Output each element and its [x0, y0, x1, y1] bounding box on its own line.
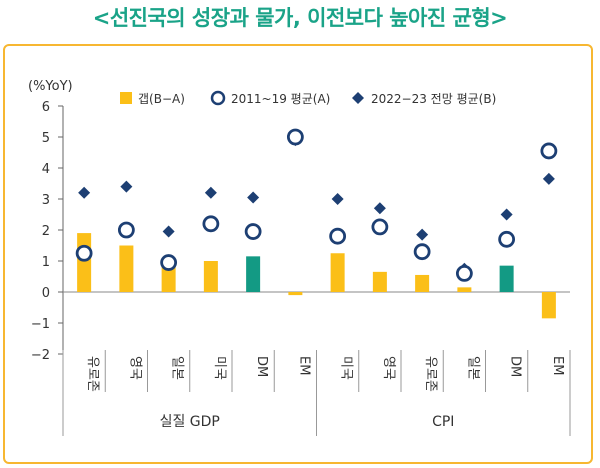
marker-forecast: [373, 202, 386, 215]
marker-forecast: [204, 186, 217, 199]
category-label: 영국: [381, 356, 396, 380]
category-label: 미국: [339, 356, 354, 380]
bar-gap: [203, 261, 218, 292]
marker-forecast: [247, 191, 260, 204]
legend-swatch-gap: [120, 92, 132, 104]
group-label: CPI: [432, 414, 454, 430]
marker-forecast: [120, 180, 133, 193]
bar-gap: [246, 256, 261, 292]
bar-gap: [330, 253, 345, 292]
group-label: 실질 GDP: [160, 414, 220, 430]
y-tick-label: 1: [42, 255, 50, 270]
legend-marker-avg: [210, 90, 226, 106]
marker-forecast: [162, 225, 175, 238]
marker-forecast: [542, 172, 555, 185]
y-axis-label: (%YoY): [28, 79, 73, 94]
bar-gap: [415, 274, 430, 292]
marker-forecast: [416, 228, 429, 241]
marker-average: [117, 221, 135, 239]
marker-average: [371, 218, 389, 236]
marker-average: [160, 254, 178, 271]
bar-gap: [119, 245, 134, 292]
legend-label-avg: 2011~19 평균(A): [231, 92, 330, 106]
category-label: 일본: [170, 356, 185, 380]
bar-gap: [541, 292, 556, 319]
category-label: EM: [550, 356, 565, 375]
marker-average: [498, 230, 516, 248]
marker-average: [413, 243, 431, 261]
category-label: 일본: [465, 356, 480, 380]
y-tick-label: 3: [42, 193, 50, 208]
marker-average: [329, 227, 347, 245]
legend: 갭(B−A) 2011~19 평균(A) 2022−23 전망 평균(B): [120, 90, 496, 106]
y-tick-label: 2: [42, 224, 50, 239]
y-tick-label: 4: [42, 162, 50, 177]
legend-label-gap: 갭(B−A): [138, 92, 185, 106]
category-label: EM: [296, 356, 311, 375]
bar-gap: [457, 287, 472, 292]
marker-average: [540, 142, 558, 160]
bar-gap: [77, 233, 92, 292]
marker-average: [455, 264, 473, 282]
category-label: 유로존: [85, 356, 100, 392]
category-label: 영국: [127, 356, 142, 380]
y-tick-label: 6: [42, 100, 50, 115]
y-tick-label: −1: [31, 317, 50, 332]
bar-gap: [499, 265, 514, 292]
marker-forecast: [78, 186, 91, 199]
bar-gap: [288, 292, 303, 296]
category-label: DM: [254, 356, 269, 377]
chart-frame: [3, 44, 593, 464]
marker-average: [286, 128, 304, 146]
marker-average: [75, 244, 93, 262]
marker-forecast: [500, 208, 513, 221]
category-label: 미국: [212, 356, 227, 380]
category-label: 유로존: [423, 356, 438, 392]
marker-forecast: [331, 193, 344, 205]
y-tick-label: 5: [42, 131, 50, 146]
bar-gap: [372, 271, 387, 292]
chart-title: <선진국의 성장과 물가, 이전보다 높아진 균형>: [92, 6, 508, 30]
y-tick-label: −2: [31, 348, 50, 363]
legend-marker-forecast: [352, 92, 364, 104]
y-tick-label: 0: [42, 286, 50, 301]
legend-label-forecast: 2022−23 전망 평균(B): [371, 92, 496, 106]
category-label: DM: [508, 356, 523, 377]
marker-average: [202, 215, 220, 233]
marker-average: [244, 223, 262, 240]
